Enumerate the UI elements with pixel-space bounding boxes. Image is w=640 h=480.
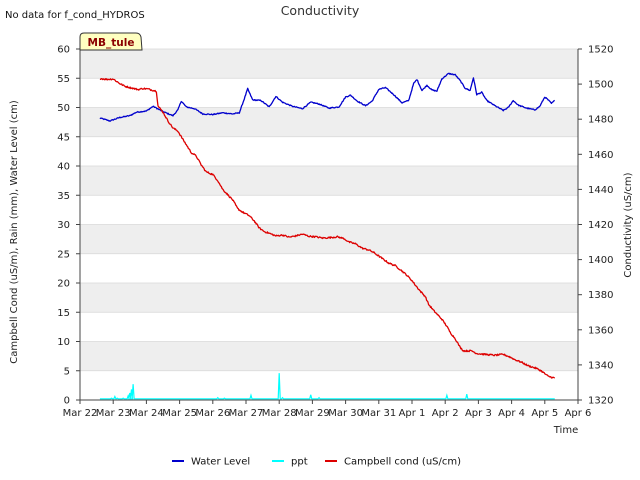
series-layer — [99, 72, 556, 400]
plot-band — [80, 224, 578, 254]
plot-band — [80, 195, 578, 225]
legend-label: ppt — [291, 457, 308, 468]
x-tick-label: Mar 29 — [295, 408, 330, 419]
axes: 0510152025303540455055601320134013601380… — [57, 45, 613, 420]
y-axis-label-left: Campbell Cond (uS/m), Rain (mm), Water L… — [9, 100, 20, 364]
no-data-note: No data for f_cond_HYDROS — [5, 10, 145, 21]
y-right-tick-label: 1320 — [588, 396, 613, 407]
y-left-tick-label: 55 — [57, 74, 70, 85]
y-left-tick-label: 10 — [57, 337, 70, 348]
y-left-tick-label: 15 — [57, 308, 70, 319]
plot-background-bands — [80, 49, 578, 400]
x-tick-label: Mar 24 — [129, 408, 164, 419]
y-left-tick-label: 40 — [57, 162, 70, 173]
plot-band — [80, 312, 578, 342]
legend-label: Campbell cond (uS/cm) — [344, 457, 461, 468]
y-left-tick-label: 30 — [57, 220, 70, 231]
chart-title: Conductivity — [281, 3, 360, 18]
y-right-tick-label: 1460 — [588, 150, 613, 161]
series-line-water-level — [99, 72, 555, 122]
y-left-tick-label: 0 — [64, 396, 70, 407]
x-axis-label: Time — [553, 425, 578, 436]
y-right-tick-label: 1360 — [588, 325, 613, 336]
x-tick-label: Mar 27 — [229, 408, 264, 419]
y-left-tick-label: 20 — [57, 279, 70, 290]
x-tick-label: Mar 22 — [63, 408, 98, 419]
y-right-tick-label: 1400 — [588, 255, 613, 266]
x-tick-label: Apr 3 — [465, 408, 492, 419]
y-left-tick-label: 5 — [64, 366, 70, 377]
plot-band — [80, 370, 578, 400]
plot-band — [80, 283, 578, 313]
x-tick-label: Mar 31 — [361, 408, 396, 419]
legend-label: Water Level — [191, 457, 250, 468]
x-tick-label: Apr 2 — [432, 408, 459, 419]
y-right-tick-label: 1520 — [588, 45, 613, 56]
site-badge[interactable]: MB_tule — [79, 32, 143, 51]
y-right-tick-label: 1500 — [588, 80, 613, 91]
y-axis-label-right: Conductivity (uS/cm) — [623, 172, 634, 277]
y-right-tick-label: 1440 — [588, 185, 613, 196]
y-right-tick-label: 1420 — [588, 220, 613, 231]
series-line-campbell-cond — [99, 78, 556, 379]
plot-band — [80, 78, 578, 108]
plot-band — [80, 136, 578, 166]
legend: Water Level ppt Campbell cond (uS/cm) — [172, 457, 461, 468]
y-left-tick-label: 25 — [57, 249, 70, 260]
x-tick-label: Mar 28 — [262, 408, 297, 419]
y-right-tick-label: 1380 — [588, 290, 613, 301]
y-left-tick-label: 50 — [57, 103, 70, 114]
site-badge-label: MB_tule — [88, 37, 135, 49]
plot-band — [80, 253, 578, 283]
plot-band — [80, 166, 578, 196]
y-right-tick-label: 1340 — [588, 360, 613, 371]
plot-band — [80, 341, 578, 371]
x-tick-label: Apr 5 — [531, 408, 558, 419]
y-right-tick-label: 1480 — [588, 115, 613, 126]
y-left-tick-label: 35 — [57, 191, 70, 202]
x-tick-label: Mar 25 — [162, 408, 197, 419]
x-tick-label: Apr 4 — [498, 408, 525, 419]
x-tick-label: Mar 23 — [96, 408, 131, 419]
x-tick-label: Apr 1 — [399, 408, 426, 419]
x-tick-label: Mar 26 — [195, 408, 230, 419]
plot-band — [80, 107, 578, 137]
y-left-tick-label: 45 — [57, 132, 70, 143]
y-left-tick-label: 60 — [57, 45, 70, 56]
plot-band — [80, 49, 578, 79]
x-tick-label: Mar 30 — [328, 408, 363, 419]
x-tick-label: Apr 6 — [565, 408, 592, 419]
